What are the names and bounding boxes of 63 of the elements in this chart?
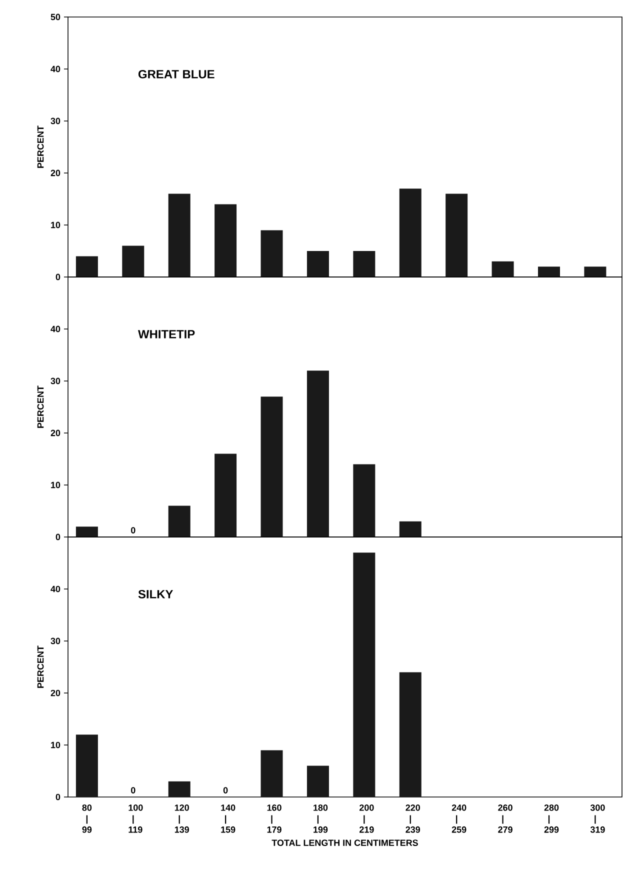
bar [399, 521, 422, 537]
bar [446, 194, 468, 277]
y-tick-label: 30 [50, 638, 60, 644]
y-tick-label: 0 [56, 274, 60, 280]
y-tick-label: 40 [50, 66, 60, 72]
y-tick-label: 10 [51, 742, 60, 748]
bar [76, 734, 98, 797]
bar [260, 396, 283, 537]
bar [353, 464, 376, 537]
x-tick-label: 220 | 239 [406, 804, 420, 833]
bar [353, 250, 376, 277]
bar [76, 256, 98, 277]
bar [584, 266, 606, 277]
y-tick-label: 40 [50, 326, 60, 332]
y-axis-title: PERCENT [37, 126, 44, 168]
y-axis-title: PERCENT [37, 646, 44, 688]
y-tick-label: 30 [50, 378, 60, 384]
data-label: 0 [223, 787, 228, 794]
x-tick-label: 260 | 279 [498, 804, 512, 833]
y-tick-label: 50 [50, 14, 60, 20]
x-tick-label: 240 | 259 [452, 804, 466, 833]
x-tick-label: 140 | 159 [221, 804, 236, 833]
bar [353, 552, 376, 797]
y-tick-label: 20 [50, 170, 60, 176]
x-tick-label: 100 | 119 [128, 804, 143, 833]
x-tick-label: 160 | 179 [267, 804, 282, 833]
y-tick-label: 30 [50, 118, 60, 124]
bar [214, 454, 237, 537]
text: WHITETIP [138, 330, 195, 338]
x-axis-title: TOTAL LENGTH IN CENTIMETERS [272, 840, 418, 846]
bar [76, 526, 98, 537]
bar [306, 370, 329, 537]
bar [538, 266, 560, 277]
y-tick-label: 20 [50, 690, 60, 696]
x-tick-label: 80 | 99 [82, 804, 92, 833]
bar [122, 246, 144, 277]
y-axis-title: PERCENT [37, 386, 44, 428]
bar [399, 672, 422, 797]
x-tick-label: 120 | 139 [174, 804, 189, 833]
data-label: 0 [131, 787, 136, 794]
y-tick-label: 0 [56, 794, 60, 800]
y-tick-label: 0 [56, 534, 60, 540]
bar [306, 766, 329, 797]
y-tick-label: 10 [51, 482, 60, 488]
bar [306, 250, 329, 277]
text: SILKY [138, 590, 174, 598]
bar [260, 750, 283, 797]
bar [399, 188, 422, 277]
bar [492, 261, 514, 277]
y-tick-label: 20 [50, 430, 60, 436]
y-tick-label: 10 [51, 222, 60, 228]
bar [168, 781, 190, 797]
x-tick-label: 180 | 199 [314, 804, 328, 833]
bar [214, 204, 237, 277]
bar [168, 194, 190, 277]
x-tick-label: 280 | 299 [544, 804, 559, 833]
data-label: 0 [131, 527, 136, 534]
x-tick-label: 300 | 319 [590, 804, 605, 833]
bar [260, 230, 283, 277]
x-tick-label: 200 | 219 [360, 804, 374, 833]
text: GREAT BLUE [138, 70, 214, 78]
bar [168, 506, 190, 537]
y-tick-label: 40 [50, 586, 60, 592]
